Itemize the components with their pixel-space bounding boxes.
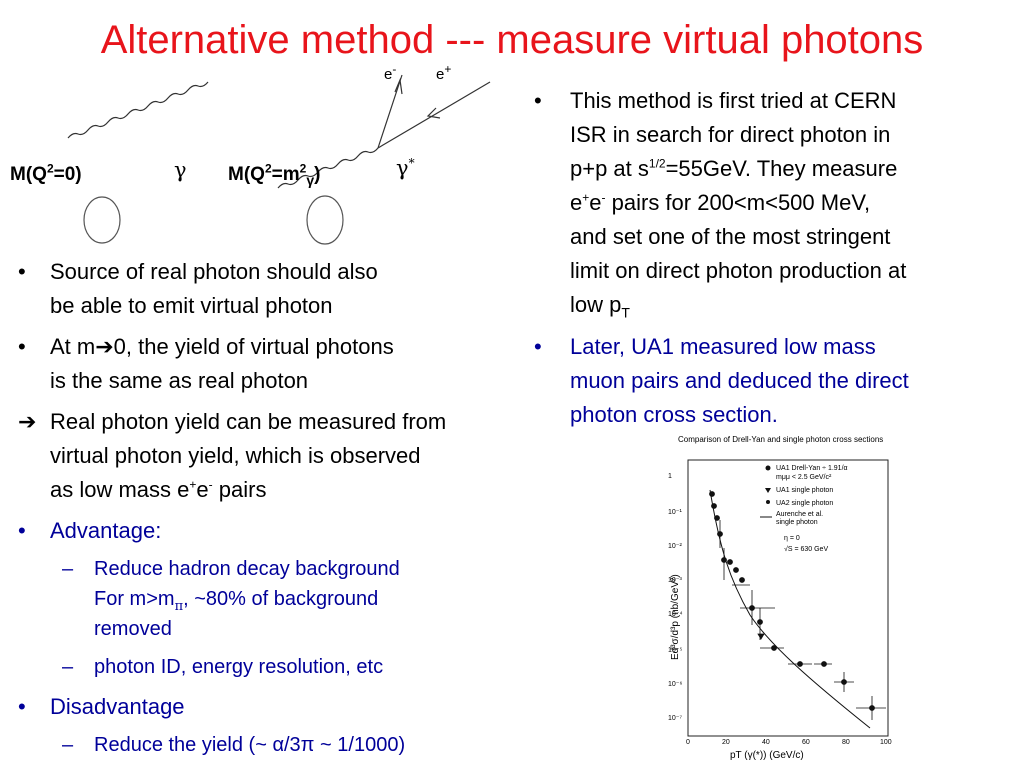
y-axis-label: Ed³σ/d³p (nb/GeV²) (670, 574, 681, 660)
sub-bullet-photon-id: – photon ID, energy resolution, etc (62, 656, 384, 678)
e-minus-label: e- (384, 62, 397, 83)
plot-frame (687, 459, 889, 737)
real-photon-gamma: γ (174, 158, 187, 182)
x-tick-label: 40 (762, 739, 770, 746)
bullet-ua1: • Later, UA1 measured low mass muon pair… (534, 334, 909, 427)
svg-text:mμμ < 2.5 GeV/c²: mμμ < 2.5 GeV/c² (776, 474, 832, 481)
y-tick-label: 10⁻⁷ (668, 715, 682, 722)
y-tick-label: 10⁻⁶ (668, 681, 682, 688)
bullet-cern-isr: • This method is first tried at CERN ISR… (534, 88, 907, 321)
svg-text:UA1 single photon: UA1 single photon (776, 487, 833, 494)
x-tick-label: 60 (802, 739, 810, 746)
y-tick-label: 10⁻⁵ (668, 647, 682, 654)
svg-text:Aurenche et al.: Aurenche et al. (776, 511, 823, 518)
bullet-m-to-zero: • At m➔0, the yield of virtual photons i… (18, 334, 394, 393)
arrow-icon: ➔ (18, 409, 37, 434)
y-tick-label: 10⁻³ (668, 577, 682, 584)
svg-text:single photon: single photon (776, 519, 818, 526)
virtual-source-blob (306, 195, 344, 245)
x-tick-label: 100 (880, 739, 892, 746)
real-photon-wavy-line (67, 81, 209, 139)
e-minus-line (377, 74, 403, 149)
arrow-icon: ➔ (95, 334, 114, 359)
bullet-disadvantage: • Disadvantage (18, 694, 185, 719)
y-tick-label: 10⁻⁴ (668, 611, 683, 618)
virtual-photon-gamma: γ* (396, 156, 415, 180)
x-axis-label: pT (γ(*)) (GeV/c) (730, 750, 804, 761)
y-tick-label: 10⁻² (668, 543, 682, 550)
plot-legend: UA1 Drell-Yan ÷ 1.91/α mμμ < 2.5 GeV/c² … (760, 465, 848, 553)
x-tick-label: 20 (722, 739, 730, 746)
bullet-real-photon-source: • Source of real photon should also be a… (18, 259, 378, 318)
photon-diagram (67, 74, 491, 245)
svg-text:UA2 single photon: UA2 single photon (776, 500, 833, 507)
e-plus-arrow (426, 107, 441, 119)
data-points (709, 491, 886, 720)
e-plus-line (377, 81, 491, 149)
slide-title: Alternative method --- measure virtual p… (100, 18, 924, 62)
svg-text:√S = 630 GeV: √S = 630 GeV (784, 545, 828, 553)
e-plus-label: e+ (436, 62, 452, 83)
cross-section-plot: Comparison of Drell-Yan and single photo… (668, 435, 892, 761)
bullet-real-yield-from-virtual: ➔ Real photon yield can be measured from… (18, 405, 578, 507)
x-tick-label: 80 (842, 739, 850, 746)
svg-text:UA1 Drell-Yan ÷ 1.91/α: UA1 Drell-Yan ÷ 1.91/α (776, 465, 848, 472)
sub-bullet-reduce-yield: – Reduce the yield (~ α/3π ~ 1/1000) (62, 734, 406, 756)
virtual-photon-wavy-line (277, 147, 379, 189)
real-source-blob (83, 196, 121, 244)
y-tick-label: 1 (668, 473, 672, 480)
virtual-mass-label: M(Q2=m2γ) (228, 161, 321, 188)
plot-title: Comparison of Drell-Yan and single photo… (678, 435, 883, 444)
real-mass-label: M(Q2=0) (10, 161, 82, 185)
x-tick-label: 0 (686, 739, 690, 746)
svg-text:η = 0: η = 0 (784, 535, 800, 542)
e-minus-arrow (394, 77, 403, 95)
sub-bullet-hadron-background: – Reduce hadron decay background For m>m… (62, 558, 400, 640)
y-tick-label: 10⁻¹ (668, 509, 682, 516)
bullet-advantage: • Advantage: (18, 518, 162, 543)
